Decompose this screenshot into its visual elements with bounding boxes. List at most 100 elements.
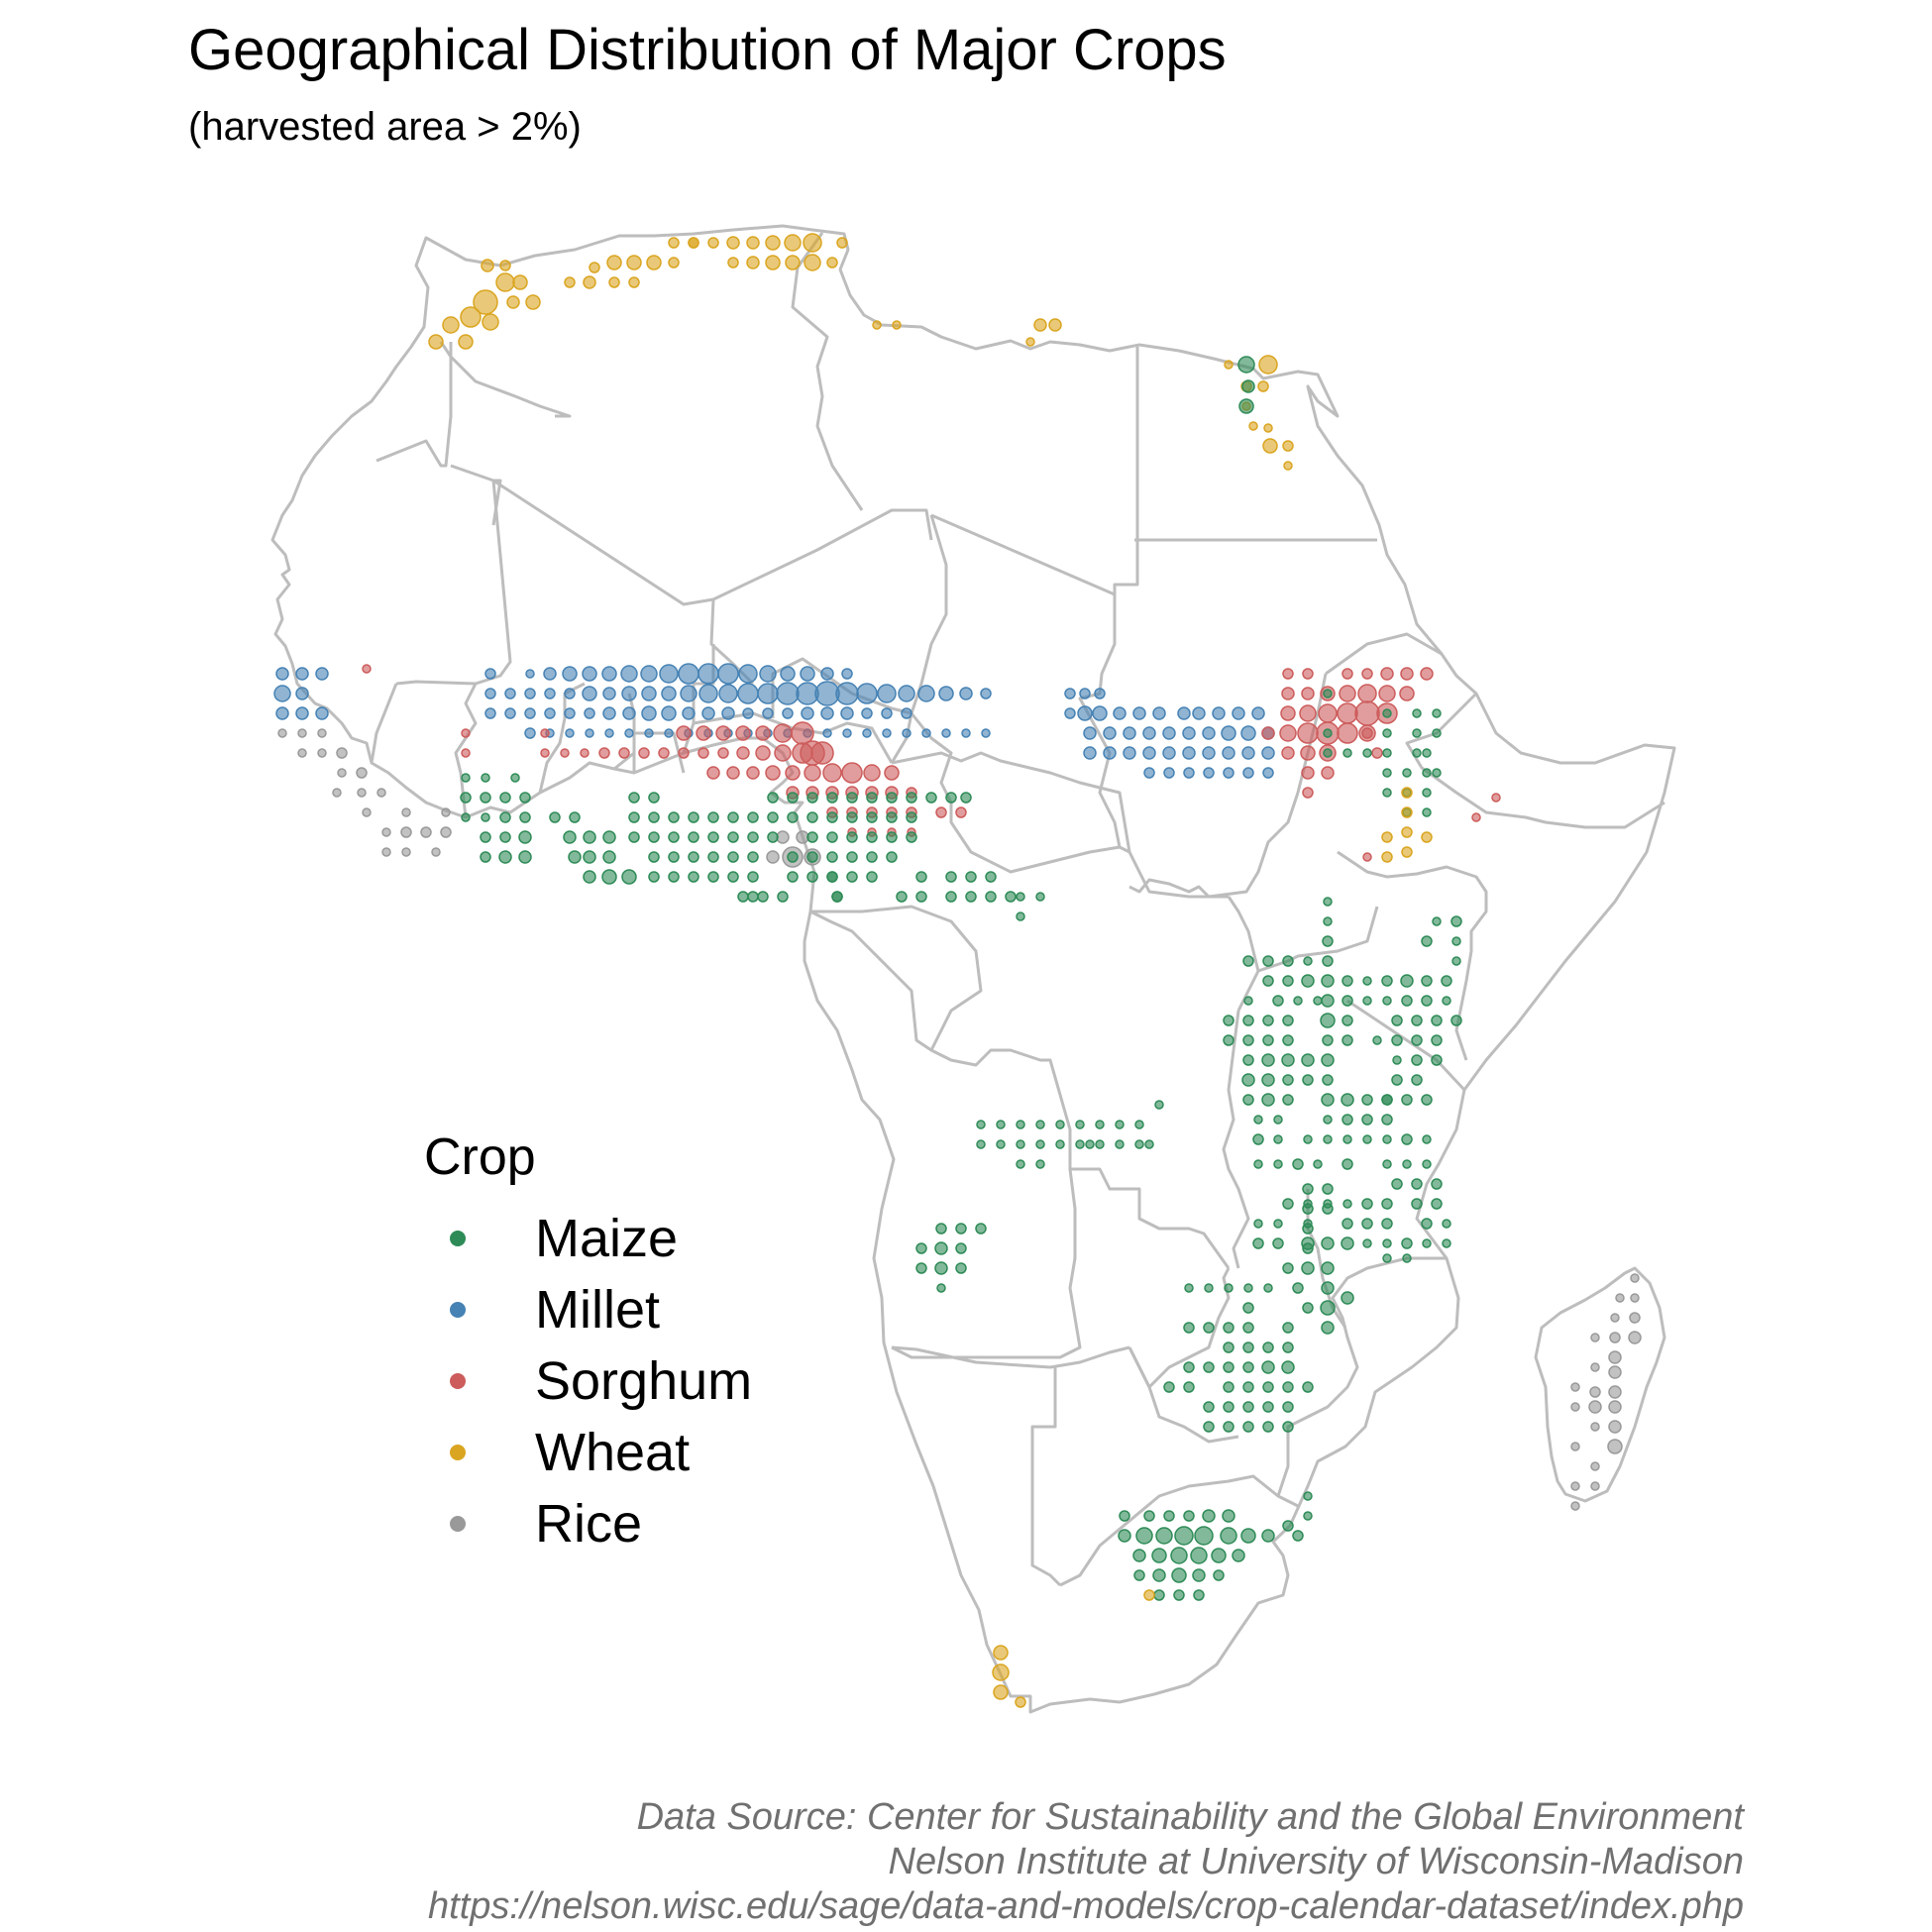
rice-point [776, 830, 790, 844]
millet-point [682, 706, 696, 720]
maize-point [945, 891, 957, 903]
millet-point [1123, 746, 1136, 760]
maize-point [1118, 1529, 1131, 1543]
rice-point [1630, 1293, 1640, 1303]
millet-point [601, 666, 617, 682]
maize-point [915, 1242, 927, 1254]
maize-point [1213, 1569, 1225, 1581]
maize-point [1422, 768, 1432, 778]
sorghum-point [362, 664, 372, 674]
maize-point [1171, 1567, 1187, 1583]
maize-point [1242, 1361, 1254, 1373]
sorghum-point [598, 747, 610, 759]
maize-point [996, 1120, 1006, 1129]
millet-point [1251, 706, 1265, 720]
border-west-africa [370, 644, 715, 818]
maize-point [1450, 1015, 1462, 1026]
maize-point [1323, 1115, 1333, 1125]
maize-point [1450, 915, 1462, 927]
sorghum-point [1318, 703, 1338, 723]
millet-point [1092, 705, 1108, 721]
millet-point [564, 707, 576, 719]
sorghum-point [1281, 687, 1295, 700]
maize-point [965, 891, 977, 903]
wheat-point [836, 237, 848, 249]
millet-point [776, 682, 800, 705]
millet-point [659, 664, 679, 684]
millet-point [604, 728, 614, 738]
sorghum-point [1337, 722, 1358, 744]
rice-point [317, 748, 327, 758]
rice-point [1629, 1312, 1641, 1324]
wheat-point [589, 262, 600, 273]
maize-point [668, 831, 680, 843]
maize-point [985, 891, 997, 903]
sorghum-point [676, 725, 692, 741]
maize-point [945, 871, 957, 883]
maize-point [1322, 1203, 1334, 1215]
rice-point [357, 788, 367, 798]
sorghum-point [746, 766, 760, 780]
maize-point [826, 792, 838, 804]
wheat-point [1421, 831, 1433, 843]
maize-point [1402, 1253, 1412, 1263]
maize-point [1411, 1074, 1423, 1086]
rice-point [336, 747, 348, 759]
maize-point [767, 792, 779, 804]
maize-point [960, 792, 972, 804]
sorghum-point [755, 745, 771, 761]
maize-point [1323, 689, 1333, 698]
wheat-point [442, 316, 460, 334]
maize-point [1202, 1509, 1216, 1523]
millet-point [504, 707, 516, 719]
maize-point [1422, 1159, 1432, 1169]
sorghum-point [726, 766, 740, 780]
sorghum-point [1302, 668, 1314, 680]
maize-point [1421, 1094, 1433, 1106]
maize-point [1261, 1093, 1275, 1107]
maize-point [1382, 1159, 1392, 1169]
maize-point [1432, 916, 1442, 926]
rice-point [401, 807, 411, 817]
legend-label-millet: Millet [535, 1280, 661, 1340]
maize-point [1155, 1527, 1173, 1545]
millet-point [1083, 726, 1097, 740]
maize-point [1422, 1238, 1432, 1248]
legend-key-wheat [450, 1445, 466, 1460]
wheat-point [726, 236, 740, 250]
maize-point [1421, 1218, 1433, 1230]
legend-item-sorghum: Sorghum [424, 1345, 752, 1417]
maize-point [707, 871, 719, 883]
maize-point [1282, 1342, 1294, 1353]
millet-point [881, 707, 893, 719]
maize-point [498, 850, 512, 864]
millet-point [717, 663, 739, 685]
maize-point [787, 871, 799, 883]
border-ethiopia-somalia [1405, 692, 1665, 829]
maize-point [1262, 1401, 1274, 1413]
maize-point [1422, 788, 1432, 798]
maize-point [1321, 1093, 1335, 1107]
maize-point [1282, 1198, 1294, 1210]
millet-point [1142, 726, 1156, 740]
maize-point [1273, 1219, 1283, 1229]
millet-point [980, 688, 992, 699]
millet-point [664, 728, 674, 738]
maize-point [777, 891, 789, 903]
maize-point [688, 871, 699, 883]
maize-point [1323, 728, 1333, 738]
border-chad-niger [890, 514, 948, 764]
maize-point [1400, 974, 1414, 988]
maize-point [1342, 995, 1353, 1007]
millet-point [315, 667, 329, 681]
maize-point [1262, 1342, 1274, 1353]
border-namibia-botswana [1030, 1367, 1062, 1587]
maize-point [747, 811, 759, 823]
sorghum-point [1281, 746, 1295, 760]
maize-point [925, 792, 937, 804]
sorghum-point [1279, 724, 1297, 742]
millet-point [641, 705, 657, 721]
maize-point [1292, 1282, 1304, 1294]
maize-point [1341, 1093, 1354, 1107]
millet-point [1142, 746, 1156, 760]
